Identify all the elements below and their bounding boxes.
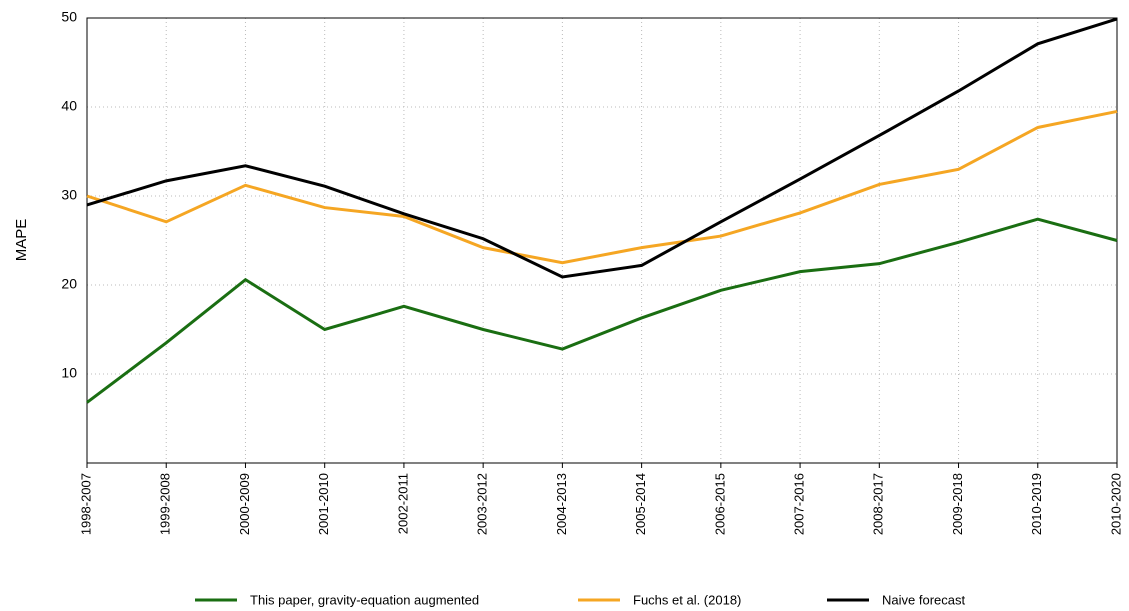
x-tick-label: 2001-2010 (316, 473, 331, 535)
line-series (86, 217, 1118, 404)
x-tick-label: 2009-2018 (950, 473, 965, 535)
x-tick-label: 2010-2020 (1108, 473, 1123, 535)
x-tick-label: 2010-2019 (1029, 473, 1044, 535)
line-series (86, 109, 1118, 265)
legend-label: This paper, gravity-equation augmented (250, 592, 479, 607)
y-tick-label: 40 (61, 98, 77, 114)
x-tick-label: 1998-2007 (78, 473, 93, 535)
x-tick-label: 2000-2009 (237, 473, 252, 535)
y-tick-label: 10 (61, 365, 77, 381)
x-tick-label: 2006-2015 (712, 473, 727, 535)
y-axis-label: MAPE (13, 219, 30, 262)
legend-label: Naive forecast (882, 592, 965, 607)
x-tick-label: 2003-2012 (475, 473, 490, 535)
y-tick-label: 30 (61, 187, 77, 203)
x-tick-label: 2005-2014 (633, 473, 648, 535)
x-tick-label: 1999-2008 (158, 473, 173, 535)
x-tick-label: 2004-2013 (554, 473, 569, 535)
legend-label: Fuchs et al. (2018) (633, 592, 741, 607)
y-tick-label: 20 (61, 276, 77, 292)
x-tick-label: 2008-2017 (871, 473, 886, 535)
x-tick-label: 2002-2011 (395, 473, 410, 534)
y-tick-label: 50 (61, 9, 77, 25)
line-series (86, 17, 1118, 279)
x-tick-label: 2007-2016 (792, 473, 807, 535)
